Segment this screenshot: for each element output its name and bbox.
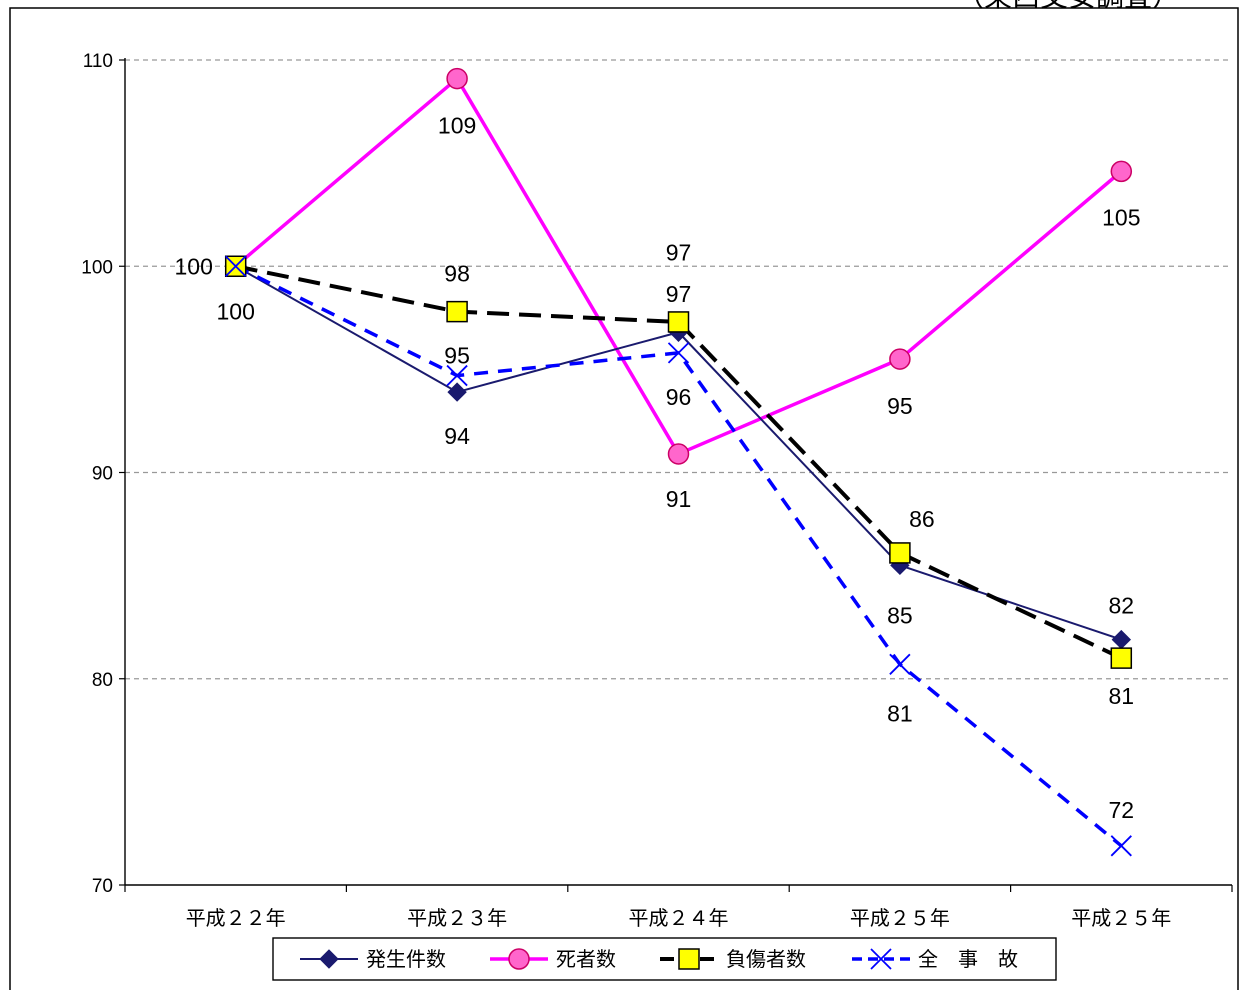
series-point-1: [667, 443, 690, 465]
data-label: 82: [1109, 593, 1135, 619]
legend-label: 発生件数: [366, 948, 446, 971]
x-tick-label: 平成２５年: [850, 907, 950, 930]
data-label: 94: [444, 423, 470, 449]
y-tick-label: 110: [83, 51, 113, 72]
data-label: 91: [666, 486, 692, 512]
series-point-1: [1110, 160, 1133, 183]
series-point-2: [667, 311, 690, 333]
legend-item: 全 事 故: [852, 948, 1018, 971]
y-tick-label: 70: [92, 876, 113, 897]
series-point-1: [446, 67, 468, 90]
data-label: 98: [444, 261, 470, 287]
series-line-2: [235, 264, 1123, 660]
series-layer: [224, 67, 1133, 857]
x-tick-label: 平成２３年: [407, 907, 507, 930]
source-note: （東西交安調査）: [956, 0, 1180, 12]
legend-marker: [870, 948, 892, 970]
y-tick-label: 90: [92, 464, 113, 485]
data-label-layer: 94 97 85 82 100 109 91 95 105 100 98 97 86 81 95 96 81 72: [175, 113, 1141, 823]
series-point-3: [225, 255, 247, 277]
legend-item: 発生件数: [300, 948, 446, 971]
legend-label: 死者数: [556, 948, 616, 971]
y-tick-label: 80: [92, 670, 113, 691]
chart-frame: [9, 7, 1239, 990]
legend-item: 死者数: [490, 948, 616, 971]
x-tick-label: 平成２２年: [186, 907, 286, 930]
data-label: 97: [666, 281, 692, 307]
data-label: 86: [909, 506, 935, 532]
grid-layer: [125, 59, 1232, 680]
data-label: 81: [1109, 683, 1135, 709]
x-tick-label: 平成２５年: [1071, 907, 1171, 930]
data-label: 109: [438, 113, 476, 139]
data-label: 100: [175, 253, 213, 279]
y-tick-label: 100: [81, 257, 113, 278]
series-point-0: [447, 382, 467, 402]
series-point-3: [667, 342, 690, 364]
data-label: 97: [666, 239, 692, 265]
data-label: 95: [887, 393, 913, 419]
legend-marker: [678, 948, 700, 970]
legend-label: 全 事 故: [918, 948, 1018, 971]
legend: 発生件数 死者数 負傷者数 全 事 故: [272, 937, 1057, 981]
series-point-3: [446, 364, 468, 387]
data-label: 105: [1102, 204, 1140, 230]
legend-marker: [508, 948, 530, 970]
series-point-2: [446, 300, 468, 323]
series-point-3: [1110, 835, 1132, 857]
legend-item: 負傷者数: [660, 948, 806, 971]
data-label: 96: [666, 384, 692, 410]
series-point-2: [889, 542, 911, 564]
data-label: 95: [444, 343, 470, 369]
series-point-0: [1111, 629, 1132, 650]
series-point-2: [1110, 647, 1133, 669]
legend-marker: [319, 949, 339, 969]
data-label: 81: [887, 700, 913, 726]
data-label: 85: [887, 602, 913, 628]
x-tick-label: 平成２４年: [629, 907, 729, 930]
data-label: 72: [1109, 797, 1135, 823]
legend-label: 負傷者数: [726, 948, 806, 971]
data-label: 100: [217, 298, 255, 324]
series-point-1: [889, 348, 911, 370]
axis-layer: 70 80 90 100 110 平成２２年 平成２３年 平成２４年 平成２５年 平成２５年: [81, 51, 1233, 930]
series-point-3: [889, 653, 911, 675]
